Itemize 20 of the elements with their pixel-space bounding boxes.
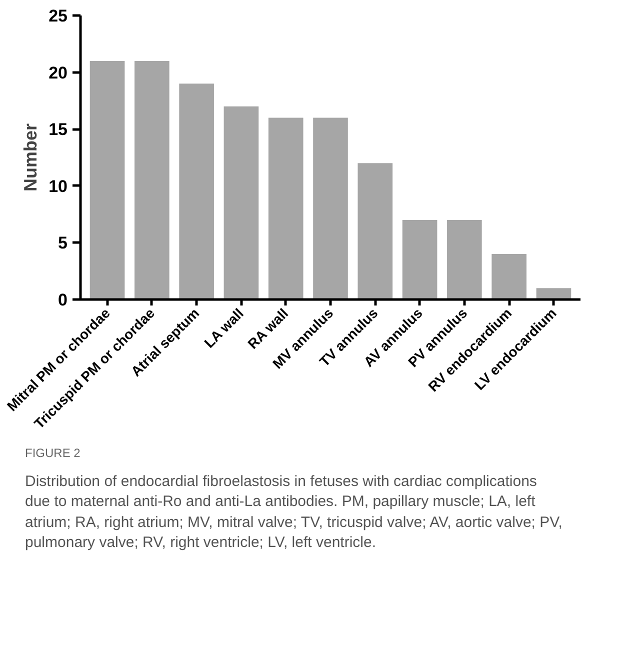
- text: Distribution of endocardial fibroelastosis in fetuses with cardiac complications due to maternal anti-Ro and anti-La antibodies. PM, papillary muscle; LA, left atrium; RA, right atrium; MV, mitral valve; TV, tricuspid valve; AV, aortic valve; PV, pulmonary valve; RV, right ventricle; LV, left ventricle.: [25, 472, 564, 553]
- bar: [358, 163, 393, 300]
- y-axis-title: Number: [20, 123, 41, 192]
- bar: [402, 220, 438, 300]
- bar: [134, 60, 170, 300]
- y-tick-label: 10: [48, 176, 68, 196]
- y-tick-label: 5: [58, 234, 68, 253]
- y-tick-label: 0: [58, 290, 68, 310]
- bar: [447, 220, 482, 300]
- bar: [224, 106, 259, 300]
- y-tick-label: 15: [48, 120, 68, 140]
- bar: [536, 288, 572, 300]
- bar: [492, 254, 526, 300]
- bar: [90, 60, 125, 300]
- y-tick-label: 20: [48, 63, 68, 82]
- bar: [179, 84, 214, 300]
- bar: [313, 118, 348, 300]
- bar: [268, 118, 304, 300]
- caption: FIGURE 2: [25, 445, 80, 462]
- y-tick-label: 25: [48, 6, 68, 26]
